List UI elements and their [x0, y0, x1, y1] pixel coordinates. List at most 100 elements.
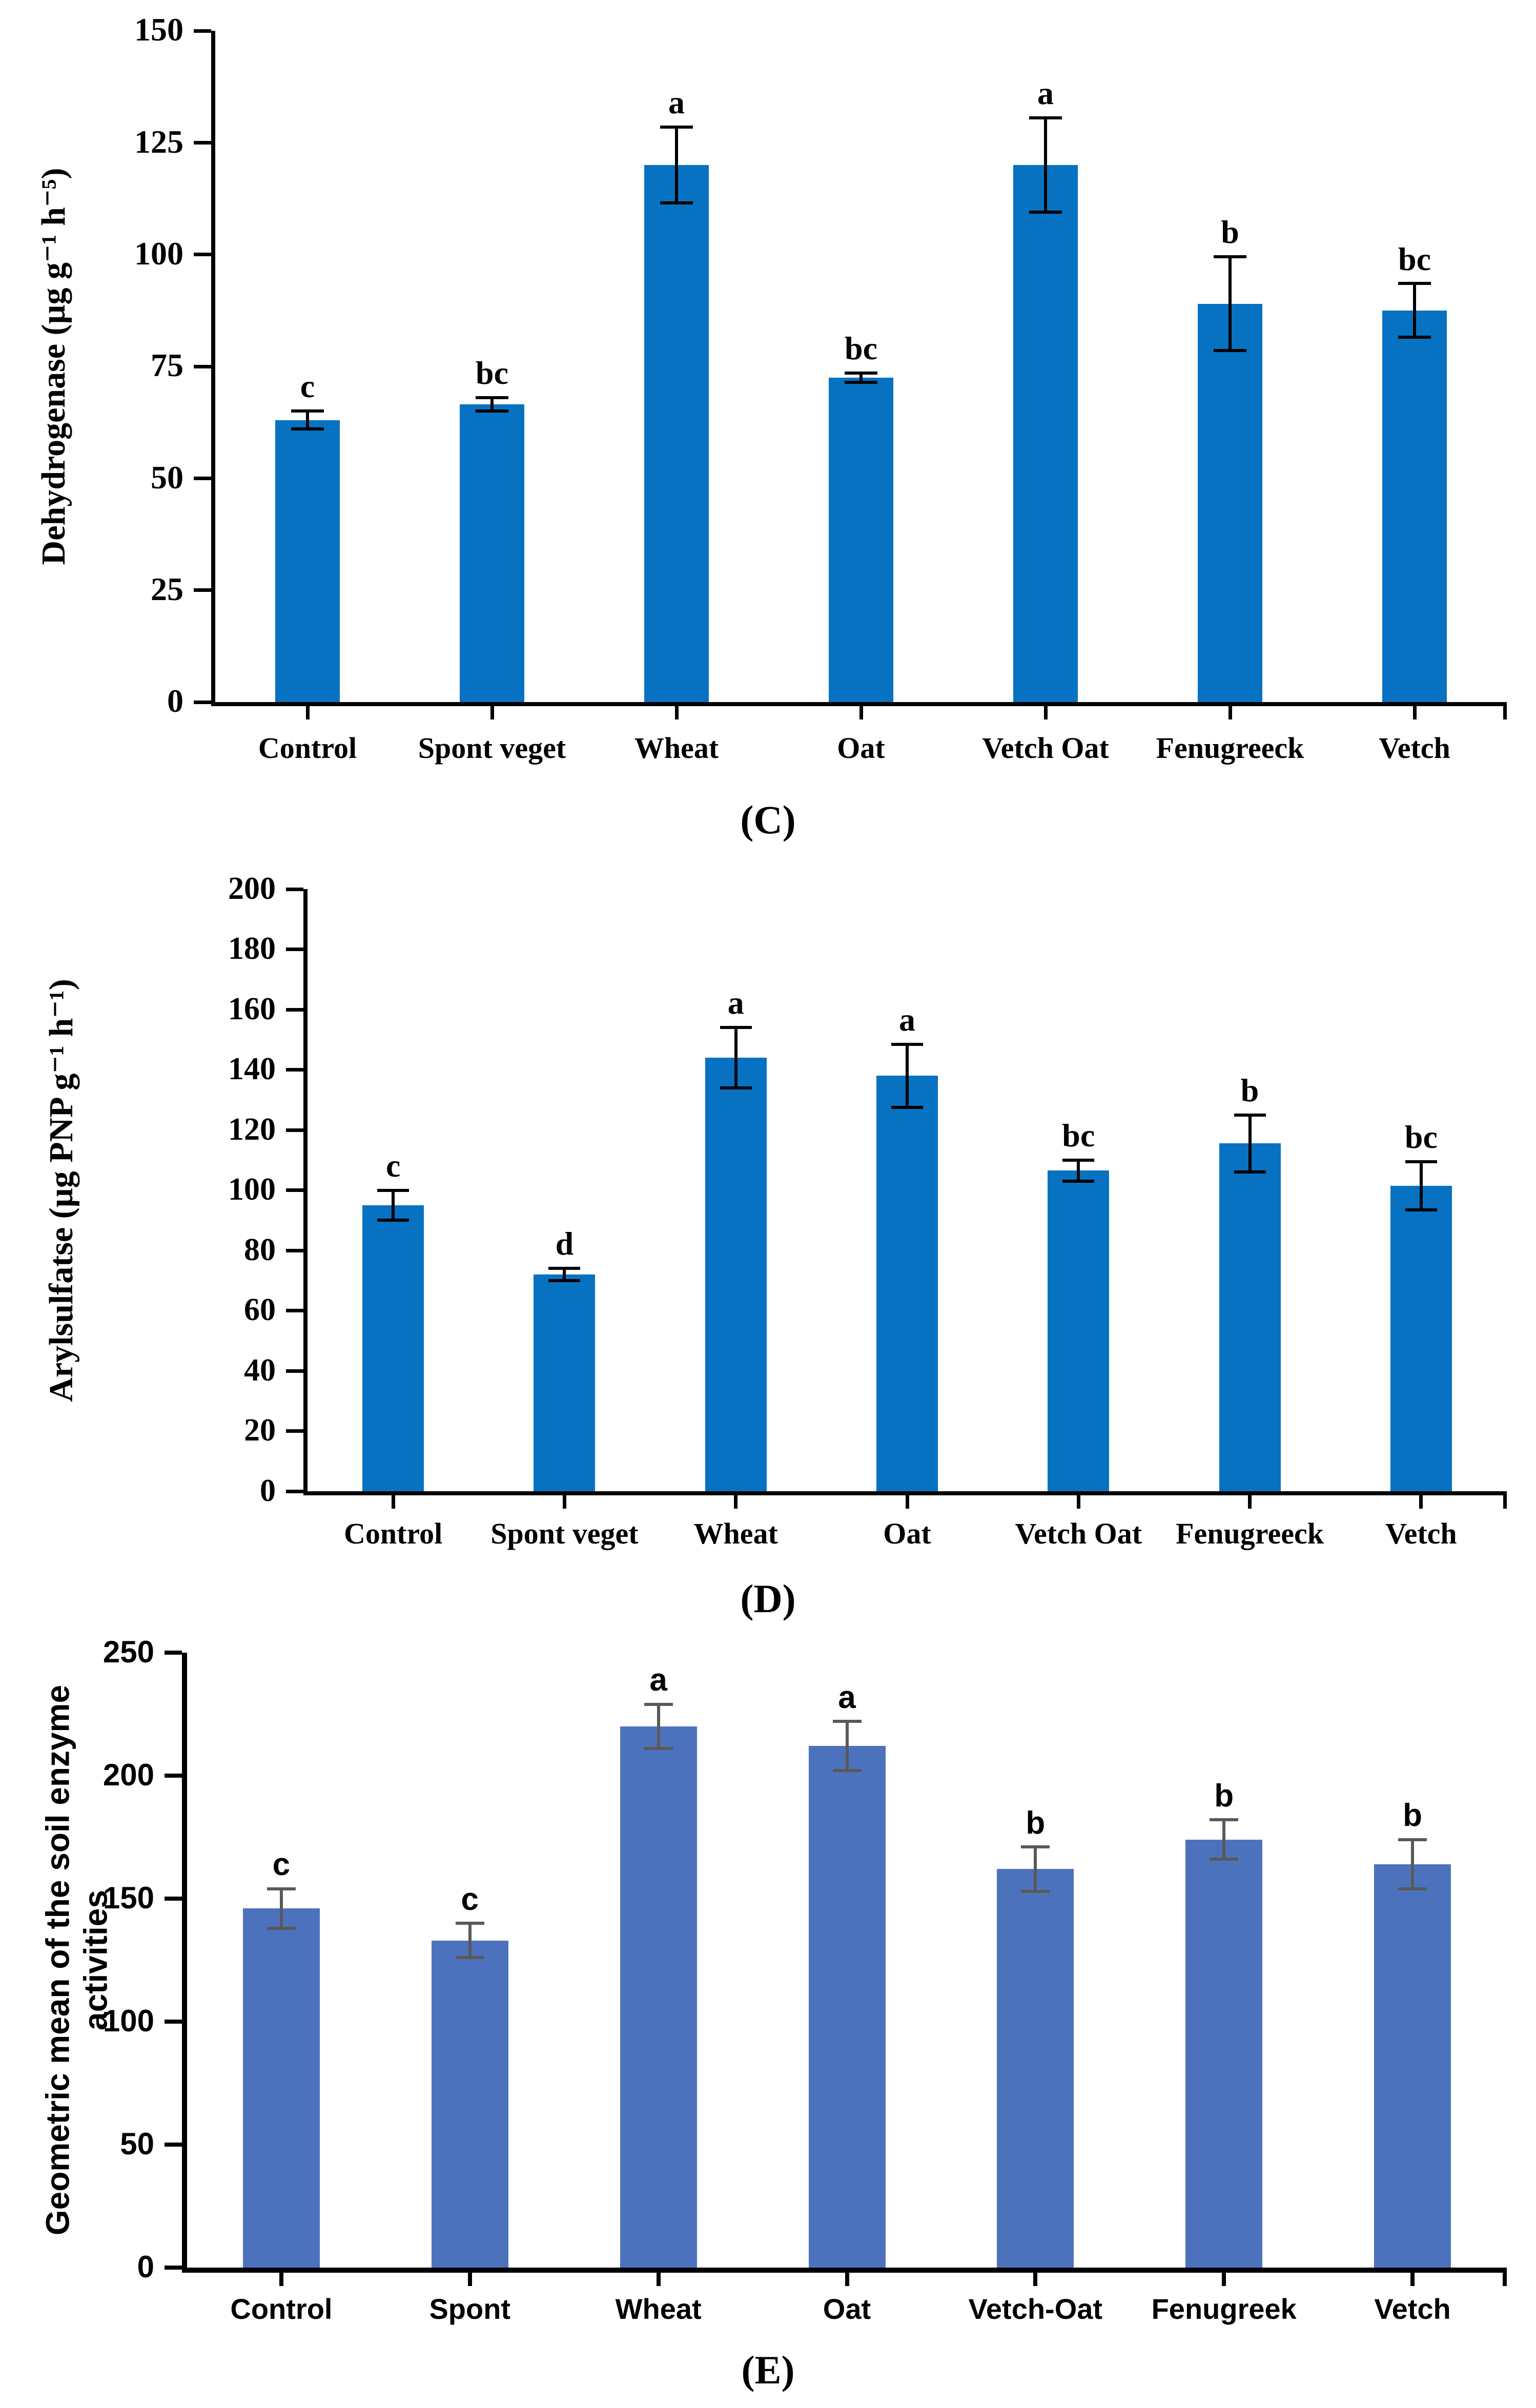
error-bar-cap-bottom	[1029, 210, 1062, 214]
error-bar-cap-bottom	[644, 1747, 673, 1751]
y-tick-mark	[286, 1369, 303, 1373]
y-axis-label-geometric-mean: Geometric mean of the soil enzyme activi…	[39, 1684, 114, 2236]
x-category-label: Spont	[429, 2293, 511, 2325]
error-bar-cap-bottom	[1405, 1208, 1437, 1211]
x-category-label: Vetch	[1374, 2293, 1451, 2325]
x-tick-mark	[490, 706, 494, 719]
y-tick-label: 25	[151, 570, 183, 607]
significance-letter: c	[272, 1847, 291, 1883]
error-bar-cap-top	[845, 372, 877, 375]
y-tick-label: 200	[103, 1757, 154, 1792]
error-bar-line	[392, 1190, 395, 1221]
y-tick-label: 40	[244, 1352, 276, 1388]
x-category-label: Wheat	[693, 1517, 778, 1550]
error-bar-cap-top	[644, 1702, 673, 1706]
error-bar-cap-top	[267, 1887, 296, 1890]
x-tick-mark	[859, 706, 863, 719]
error-bar-cap-bottom	[548, 1279, 581, 1282]
y-tick-label: 50	[151, 459, 183, 496]
x-category-label: Fenugreeck	[1156, 731, 1304, 765]
panel-caption-c: (C)	[740, 797, 796, 842]
error-bar-line	[734, 1027, 738, 1088]
error-bar-cap-top	[455, 1922, 484, 1925]
error-bar-line	[906, 1044, 909, 1107]
error-bar-line	[1248, 1115, 1252, 1172]
x-tick-mark	[1076, 1495, 1080, 1509]
error-bar-cap-bottom	[267, 1926, 296, 1930]
error-bar-cap-bottom	[660, 201, 693, 205]
y-tick-mark	[286, 1248, 303, 1252]
y-tick-mark	[165, 1774, 182, 1778]
significance-letter: a	[1037, 75, 1054, 112]
x-axis-end-tick	[1503, 2273, 1507, 2286]
significance-letter: a	[838, 1680, 856, 1716]
y-tick-mark	[165, 1651, 182, 1655]
bar-vetch	[1382, 310, 1447, 702]
y-tick-mark	[194, 588, 211, 592]
x-tick-mark	[1228, 706, 1232, 719]
error-bar-line	[468, 1923, 472, 1958]
bar-spont-veget	[460, 404, 524, 702]
bar-vetch	[1374, 1864, 1451, 2268]
bar-wheat	[705, 1058, 767, 1491]
error-bar-cap-top	[660, 125, 693, 129]
x-tick-mark	[674, 706, 679, 719]
error-bar-line	[1077, 1160, 1080, 1181]
x-category-label: Vetch Oat	[982, 731, 1109, 765]
x-tick-mark	[1043, 706, 1048, 719]
y-tick-label: 100	[134, 235, 183, 272]
error-bar-cap-top	[548, 1267, 581, 1270]
x-axis-end-tick	[1503, 1495, 1507, 1509]
x-tick-mark	[656, 2273, 661, 2286]
x-category-label: Control	[344, 1517, 443, 1550]
significance-letter: bc	[1062, 1117, 1095, 1154]
x-tick-mark	[1222, 2273, 1226, 2286]
error-bar-cap-top	[1021, 1845, 1050, 1849]
y-tick-mark	[286, 887, 303, 891]
y-tick-label: 140	[228, 1052, 276, 1087]
error-bar-cap-bottom	[291, 427, 324, 431]
error-bar-cap-bottom	[720, 1086, 752, 1089]
y-tick-label: 180	[228, 931, 276, 966]
bar-oat	[808, 1746, 886, 2268]
error-bar-cap-bottom	[1214, 349, 1246, 353]
error-bar-line	[1411, 1839, 1415, 1889]
x-tick-mark	[1412, 706, 1417, 719]
significance-letter: bc	[1398, 240, 1431, 277]
error-bar-cap-bottom	[1234, 1170, 1266, 1174]
error-bar-cap-bottom	[1062, 1179, 1095, 1183]
error-bar-cap-top	[291, 409, 324, 413]
bar-vetch	[1390, 1185, 1452, 1491]
error-bar-cap-bottom	[1021, 1889, 1050, 1893]
panel-caption-e: (E)	[741, 2348, 795, 2392]
error-bar-line	[657, 1704, 660, 1749]
bar-control	[242, 1908, 320, 2268]
bar-oat	[876, 1076, 938, 1491]
x-axis-line	[211, 702, 1507, 706]
y-tick-mark	[194, 29, 211, 33]
x-category-label: Wheat	[634, 731, 719, 765]
y-tick-mark	[286, 1188, 303, 1192]
y-tick-label: 75	[151, 347, 183, 384]
error-bar-cap-top	[1062, 1158, 1095, 1162]
bar-wheat	[644, 165, 709, 702]
y-tick-label: 150	[134, 11, 183, 48]
error-bar-line	[1222, 1820, 1226, 1860]
y-tick-label: 50	[120, 2126, 154, 2161]
y-tick-label: 160	[228, 991, 276, 1026]
bar-control	[362, 1205, 424, 1491]
error-bar-cap-bottom	[476, 409, 508, 413]
x-category-label: Spont veget	[418, 731, 566, 765]
bar-wheat	[620, 1726, 697, 2268]
y-tick-label: 0	[167, 683, 183, 719]
x-category-label: Oat	[823, 2293, 871, 2325]
y-tick-label: 250	[103, 1634, 154, 1669]
x-tick-mark	[1419, 1495, 1423, 1509]
x-tick-mark	[562, 1495, 566, 1509]
y-axis-line	[211, 31, 215, 706]
bar-control	[275, 420, 340, 702]
x-tick-mark	[1033, 2273, 1038, 2286]
y-axis-line	[303, 889, 308, 1495]
error-bar-cap-top	[1234, 1113, 1266, 1117]
